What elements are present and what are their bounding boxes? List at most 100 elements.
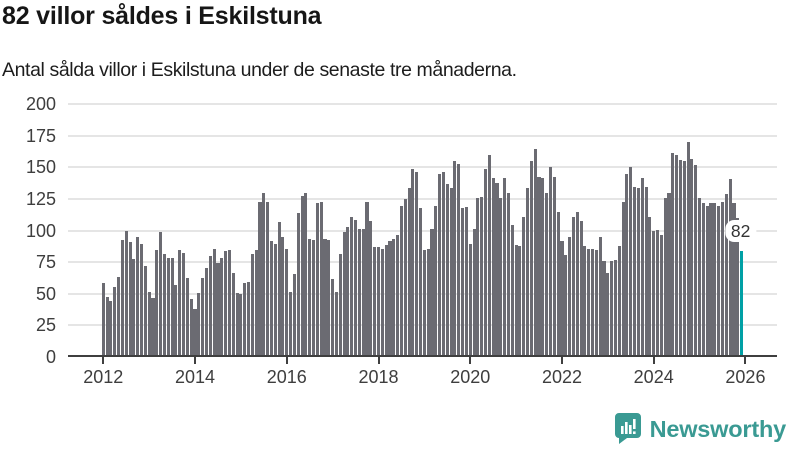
bar: [579, 220, 583, 355]
bar: [346, 227, 350, 355]
y-tick-label: 200: [25, 94, 56, 114]
bar: [411, 169, 415, 355]
bar: [227, 250, 231, 355]
bar: [277, 222, 281, 355]
bar: [464, 207, 468, 355]
y-tick-label: 75: [35, 252, 56, 273]
bar: [701, 203, 705, 355]
bar: [396, 234, 400, 355]
bar-chart-plot-area: 82 2012 2014 2016 2018 2020 2022 2024 2026: [68, 103, 777, 387]
bar: [292, 274, 296, 355]
bar: [334, 291, 338, 355]
bar: [113, 286, 117, 355]
bar: [235, 293, 239, 355]
bar: [461, 208, 465, 355]
bar: [518, 246, 522, 355]
bar: [399, 205, 403, 355]
gridline: [68, 261, 777, 264]
bar: [311, 239, 316, 355]
bar: [300, 195, 304, 355]
bar: [136, 237, 140, 355]
bar: [354, 219, 358, 355]
gridline: [68, 197, 777, 200]
bar: [568, 237, 572, 355]
bar: [269, 241, 274, 355]
y-tick-label: 125: [25, 188, 56, 209]
gridline: [68, 166, 777, 169]
bar: [105, 296, 109, 355]
bar: [426, 248, 430, 355]
bar: [419, 208, 423, 355]
gridline: [68, 324, 777, 327]
bar: [350, 217, 354, 355]
bar: [640, 177, 644, 355]
bar: [220, 257, 224, 355]
bar: [503, 177, 507, 355]
bar: [529, 161, 533, 355]
bar: [671, 152, 675, 355]
bar: [289, 291, 293, 355]
page-subtitle: Antal sålda villor i Eskilstuna under de…: [2, 59, 517, 81]
bar: [296, 213, 300, 355]
x-tick-label: 2020: [450, 367, 491, 387]
bar: [246, 281, 251, 355]
x-tick: [102, 357, 105, 364]
bar: [376, 247, 381, 355]
bar: [338, 253, 342, 355]
x-tick: [652, 357, 655, 364]
bar: [694, 165, 698, 355]
bar: [323, 238, 327, 355]
bar: [655, 229, 660, 355]
bar: [472, 228, 476, 355]
bar: [663, 198, 667, 355]
bar: [625, 174, 629, 355]
bar: [487, 155, 491, 355]
bar: [724, 194, 728, 355]
bar: [357, 228, 361, 355]
bar: [174, 285, 178, 355]
bar: [285, 248, 289, 355]
bar: [720, 201, 725, 355]
x-tick-label: 2022: [541, 367, 582, 387]
bar: [571, 217, 575, 355]
y-axis-labels: 0 25 50 75 100 125 150 175 200: [0, 94, 56, 367]
bar: [441, 171, 446, 355]
bar: [434, 205, 438, 355]
bar: [388, 241, 392, 355]
x-tick-label: 2014: [175, 367, 216, 387]
bar: [120, 239, 124, 355]
bar: [132, 258, 136, 355]
bar: [239, 294, 243, 355]
x-tick: [744, 357, 747, 364]
bar: [575, 212, 579, 355]
bar: [678, 160, 682, 355]
bar: [449, 188, 453, 355]
bar: [732, 203, 736, 355]
bar: [250, 253, 254, 355]
bar: [602, 261, 606, 355]
bar: [109, 300, 113, 355]
bar: [166, 257, 170, 355]
gridline: [68, 103, 777, 106]
bar: [659, 234, 663, 355]
x-tick: [560, 357, 563, 364]
bar: [197, 293, 201, 355]
bar: [533, 148, 537, 355]
bar: [564, 255, 568, 355]
bar: [537, 176, 541, 355]
bar: [522, 217, 526, 355]
bar: [705, 205, 709, 355]
brand-wordmark: Newsworthy: [649, 416, 787, 442]
x-axis-line: [68, 354, 777, 357]
bar: [686, 142, 690, 355]
x-tick: [469, 357, 472, 364]
y-tick-label: 0: [45, 347, 56, 367]
bar: [189, 299, 193, 355]
y-tick-label: 50: [35, 283, 56, 304]
bar: [407, 188, 411, 355]
bar: [598, 237, 602, 355]
bar: [159, 232, 163, 355]
bar: [193, 309, 197, 355]
x-tick: [194, 357, 197, 364]
bar: [736, 218, 740, 355]
